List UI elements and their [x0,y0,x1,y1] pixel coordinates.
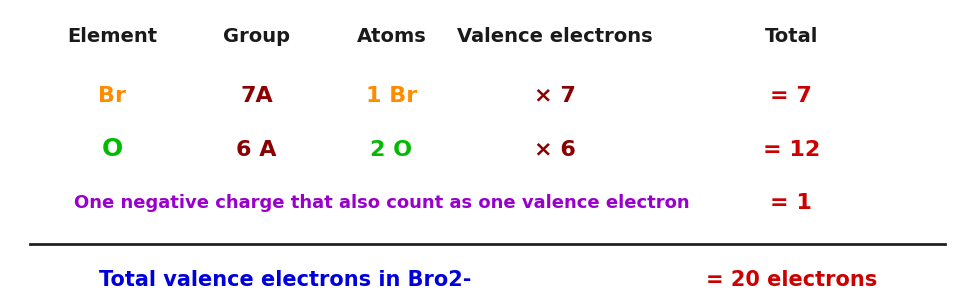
Text: One negative charge that also count as one valence electron: One negative charge that also count as o… [73,194,690,212]
Text: Total: Total [764,28,818,46]
Text: = 12: = 12 [762,140,820,159]
Text: × 7: × 7 [534,86,576,106]
Text: 7A: 7A [241,86,273,106]
Text: Valence electrons: Valence electrons [458,28,653,46]
Text: 6 A: 6 A [237,140,277,159]
Text: × 6: × 6 [534,140,576,159]
Text: O: O [101,138,123,161]
Text: = 1: = 1 [770,193,812,213]
Text: Total valence electrons in Bro2-: Total valence electrons in Bro2- [99,270,471,290]
Text: Element: Element [67,28,157,46]
Text: Group: Group [223,28,290,46]
Text: Br: Br [99,86,127,106]
Text: 1 Br: 1 Br [366,86,417,106]
Text: 2 O: 2 O [370,140,412,159]
Text: = 7: = 7 [770,86,812,106]
Text: = 20 electrons: = 20 electrons [705,270,877,290]
Text: Atoms: Atoms [356,28,426,46]
